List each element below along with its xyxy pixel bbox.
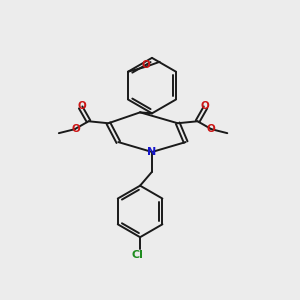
Text: O: O bbox=[206, 124, 215, 134]
Text: O: O bbox=[77, 101, 86, 111]
Text: N: N bbox=[147, 147, 157, 157]
Text: Cl: Cl bbox=[131, 250, 143, 260]
Text: O: O bbox=[200, 101, 209, 111]
Text: O: O bbox=[141, 60, 150, 70]
Text: O: O bbox=[71, 124, 80, 134]
